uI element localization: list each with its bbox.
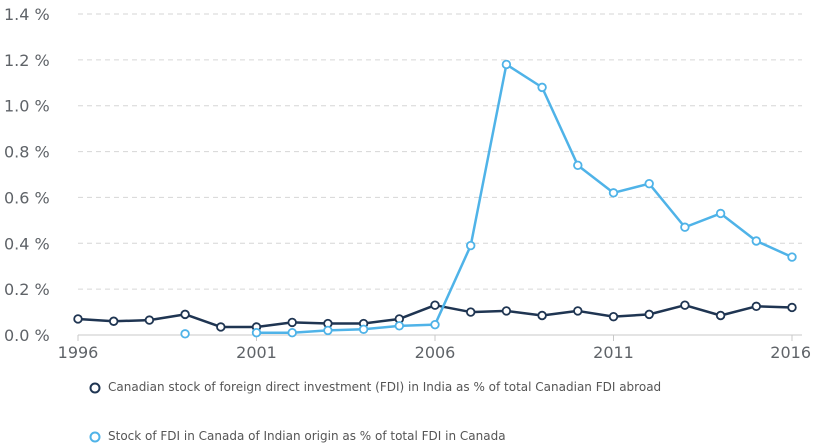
data-point[interactable] (537, 310, 547, 321)
legend-item-indian-fdi-in-canada[interactable]: Stock of FDI in Canada of Indian origin … (86, 429, 506, 444)
data-point[interactable] (751, 301, 761, 312)
data-point[interactable] (608, 188, 619, 198)
data-point[interactable] (608, 311, 619, 322)
data-point[interactable] (751, 236, 761, 246)
series-line (256, 63, 793, 334)
y-tick-label: 1.0 % (4, 97, 50, 116)
x-tick-label: 1996 (58, 343, 99, 362)
data-point[interactable] (180, 309, 190, 320)
data-point[interactable] (180, 329, 190, 339)
x-tick-label: 2016 (770, 343, 811, 362)
data-point[interactable] (394, 321, 404, 331)
grid-lines (78, 13, 802, 336)
data-point[interactable] (680, 300, 690, 310)
data-point[interactable] (715, 208, 726, 219)
legend-label: Canadian stock of foreign direct investm… (108, 380, 662, 394)
data-point[interactable] (573, 160, 583, 171)
y-tick-label: 0.2 % (4, 280, 50, 299)
data-point[interactable] (787, 302, 797, 313)
data-point[interactable] (358, 324, 369, 334)
data-point[interactable] (430, 300, 440, 310)
legend-marker-light-circle-icon (89, 431, 101, 443)
data-point[interactable] (573, 306, 583, 316)
data-point[interactable] (501, 59, 512, 70)
y-axis-ticks: 0.0 % 0.2 % 0.4 % 0.6 % 0.8 % 1.0 % 1.2 % 1.4 % (4, 5, 50, 345)
y-tick-label: 0.4 % (4, 234, 50, 253)
data-point[interactable] (501, 306, 512, 316)
x-tick-label: 2006 (415, 343, 456, 362)
series-lines (73, 59, 797, 339)
data-point[interactable] (287, 317, 297, 328)
data-point[interactable] (287, 328, 297, 338)
x-tick-label: 2001 (236, 343, 277, 362)
data-point[interactable] (644, 178, 654, 189)
series-0 (73, 300, 797, 332)
x-tick-label: 2011 (593, 343, 634, 362)
y-tick-label: 1.2 % (4, 51, 50, 70)
data-point[interactable] (466, 240, 476, 251)
legend-item-canadian-fdi-in-india[interactable]: Canadian stock of foreign direct investm… (86, 380, 661, 395)
y-tick-label: 0.8 % (4, 143, 50, 162)
y-tick-label: 1.4 % (4, 5, 50, 24)
y-tick-label: 0.0 % (4, 326, 50, 345)
legend-marker-dark-circle-icon (89, 382, 101, 394)
data-point[interactable] (537, 82, 547, 93)
data-point[interactable] (644, 309, 654, 320)
data-point[interactable] (787, 252, 797, 262)
legend-label: Stock of FDI in Canada of Indian origin … (108, 429, 506, 443)
data-point[interactable] (323, 325, 333, 336)
data-point[interactable] (466, 307, 476, 317)
x-axis-ticks: 1996 2001 2006 2011 2016 (58, 334, 811, 362)
data-point[interactable] (108, 316, 119, 326)
y-tick-label: 0.6 % (4, 188, 50, 207)
data-point[interactable] (430, 319, 440, 330)
data-point[interactable] (144, 315, 155, 325)
data-point[interactable] (680, 222, 690, 232)
data-point[interactable] (251, 328, 262, 338)
series-1 (180, 59, 797, 339)
data-point[interactable] (715, 310, 726, 321)
data-point[interactable] (216, 322, 226, 332)
data-point[interactable] (73, 314, 83, 324)
